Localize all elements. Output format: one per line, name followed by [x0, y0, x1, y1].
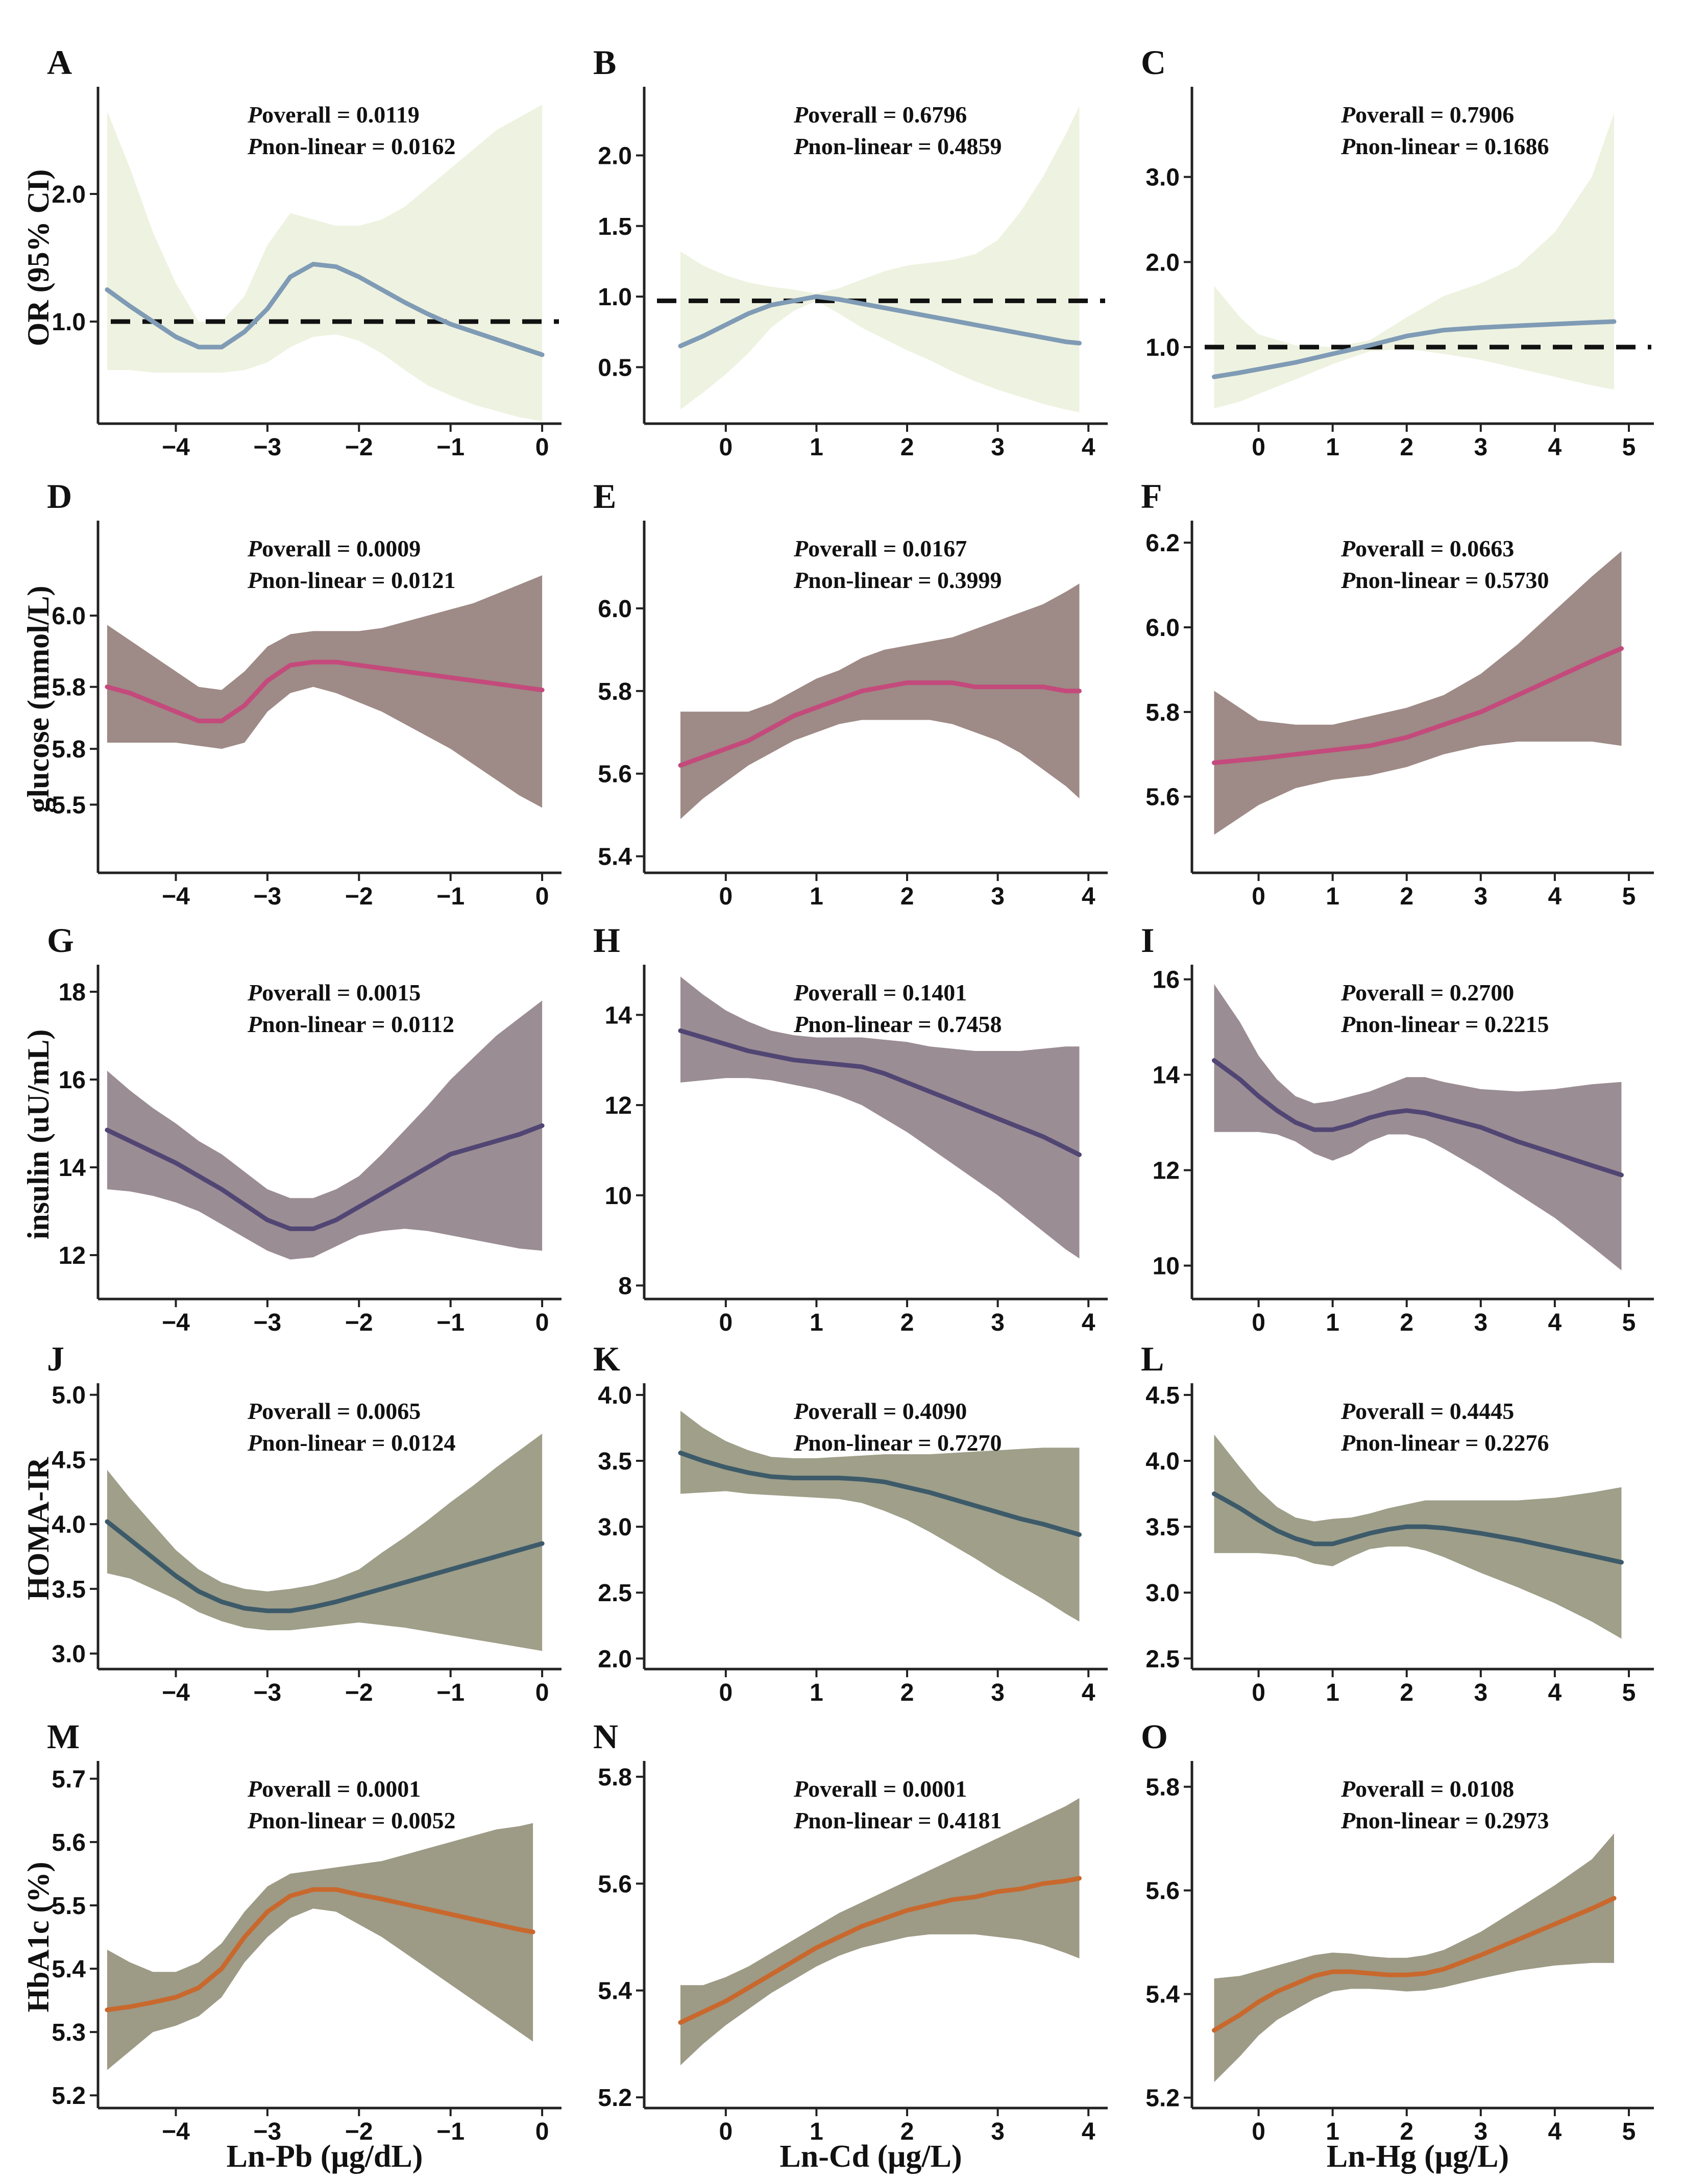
y-axis-title: insulin (uU/mL)	[21, 1030, 55, 1240]
x-axis-title: Ln-Pb (μg/dL)	[227, 2139, 423, 2174]
y-axis-title: HOMA-IR	[21, 1457, 55, 1600]
x-axis-title: Ln-Cd (μg/L)	[779, 2139, 962, 2174]
y-axis-title: HbA1c (%)	[21, 1862, 55, 2013]
y-axis-title: OR (95% CI)	[21, 169, 55, 347]
y-axis-title: glucose (mmol/L)	[21, 586, 55, 813]
x-axis-title: Ln-Hg (μg/L)	[1327, 2139, 1509, 2174]
